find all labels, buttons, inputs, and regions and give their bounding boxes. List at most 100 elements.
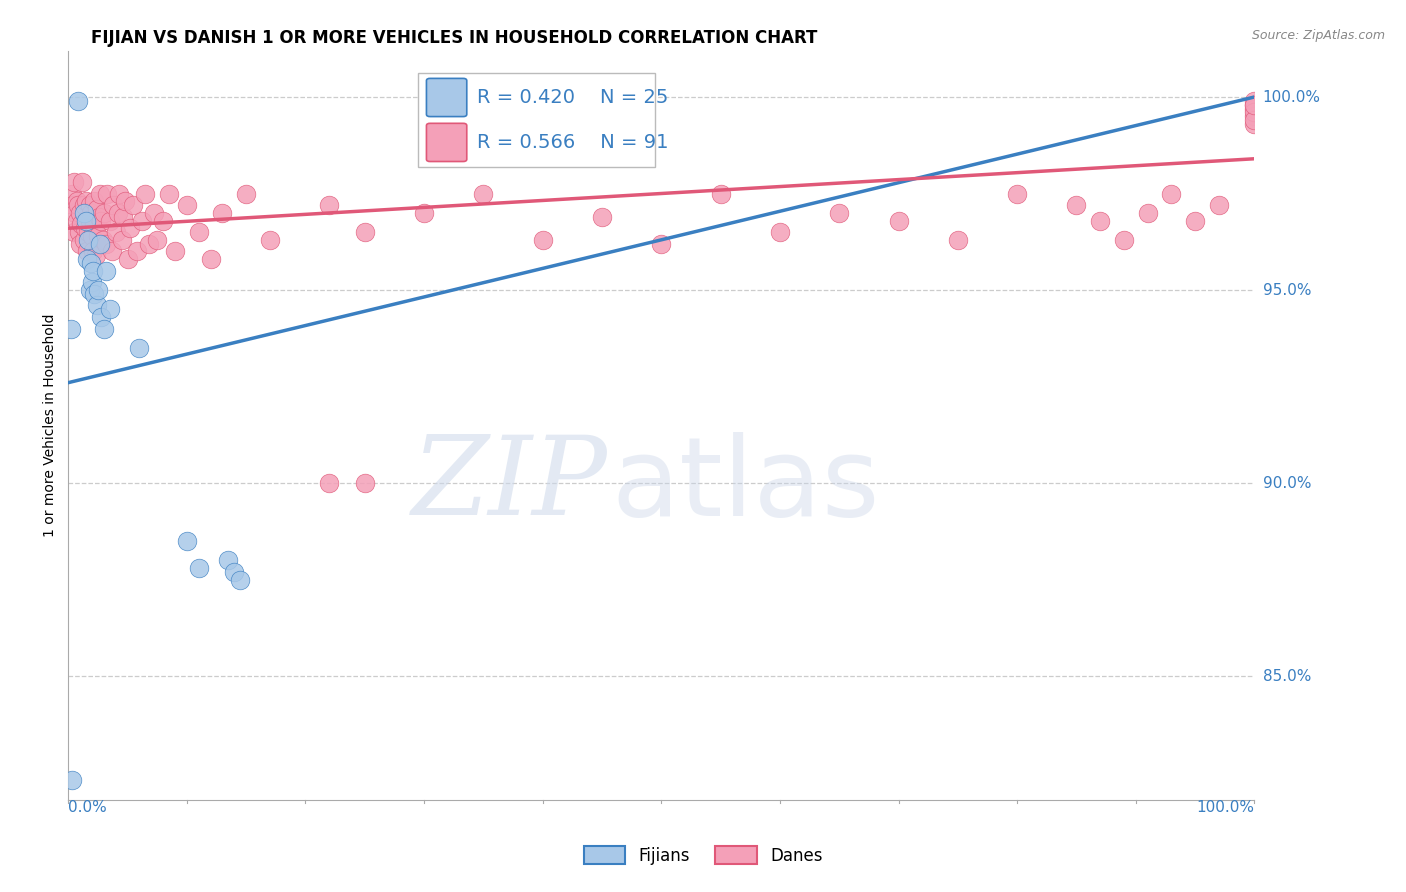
Text: 100.0%: 100.0% [1263,89,1320,104]
Point [111,210,134,224]
Point [76,244,98,259]
Point [1005,186,1028,201]
Point [224,565,246,579]
Point [1088,213,1111,227]
Text: 0.0%: 0.0% [69,799,107,814]
FancyBboxPatch shape [418,73,655,167]
Point [103,198,125,212]
Point [200,252,222,267]
Point [353,476,375,491]
Point [91,233,114,247]
Point [83,218,105,232]
Point [84,248,107,262]
Point [65,213,87,227]
Point [128,341,150,355]
Point [82,263,104,277]
Y-axis label: 1 or more Vehicles in Household: 1 or more Vehicles in Household [44,313,58,537]
Point [90,310,112,324]
Point [96,186,118,201]
Point [76,252,98,267]
Point [887,213,910,227]
Point [163,244,186,259]
Point [75,194,97,209]
Point [80,206,103,220]
Point [472,186,495,201]
Point [62,198,84,212]
Point [80,256,103,270]
Point [89,186,111,201]
Point [60,773,83,788]
Point [72,175,94,189]
Point [318,476,340,491]
Point [134,186,156,201]
Point [828,206,851,220]
Point [72,198,94,212]
Text: 85.0%: 85.0% [1263,668,1310,683]
Point [77,233,100,247]
Point [101,244,124,259]
Point [93,321,115,335]
Text: R = 0.420    N = 25: R = 0.420 N = 25 [478,88,669,107]
Point [1243,97,1265,112]
Point [96,263,118,277]
Point [65,194,87,209]
Point [60,186,83,201]
Point [87,210,110,224]
Point [63,175,86,189]
Point [83,286,105,301]
Point [146,233,169,247]
Point [591,210,613,224]
Point [87,229,110,244]
Point [87,283,110,297]
Point [1160,186,1182,201]
FancyBboxPatch shape [426,78,467,117]
Point [142,206,165,220]
Point [75,213,97,227]
Point [138,236,160,251]
Point [98,213,121,227]
Point [259,233,281,247]
Point [1243,102,1265,116]
Point [83,194,105,209]
Point [1184,213,1206,227]
Point [176,198,198,212]
Point [946,233,969,247]
Point [72,233,94,247]
Point [104,225,127,239]
Point [531,233,554,247]
Point [187,561,209,575]
Point [59,321,82,335]
Point [187,225,209,239]
Point [1243,109,1265,123]
Text: R = 0.566    N = 91: R = 0.566 N = 91 [478,133,669,152]
Point [131,213,153,227]
Point [1243,94,1265,108]
Point [122,198,145,212]
Point [117,252,139,267]
Point [108,186,131,201]
Point [152,213,174,227]
Point [353,225,375,239]
Legend: Fijians, Danes: Fijians, Danes [575,838,831,873]
Point [157,186,180,201]
Point [217,553,239,567]
Point [70,218,93,232]
Point [114,194,136,209]
Text: ZIP: ZIP [412,431,607,539]
Point [80,229,103,244]
Point [80,275,103,289]
Point [413,206,436,220]
Point [96,236,118,251]
Point [82,244,104,259]
Point [650,236,672,251]
Point [710,186,733,201]
Point [67,225,90,239]
Point [86,202,108,216]
Point [125,244,148,259]
Point [318,198,340,212]
Point [1243,97,1265,112]
Point [77,225,100,239]
Point [107,206,129,220]
Point [1066,198,1088,212]
Point [235,186,257,201]
